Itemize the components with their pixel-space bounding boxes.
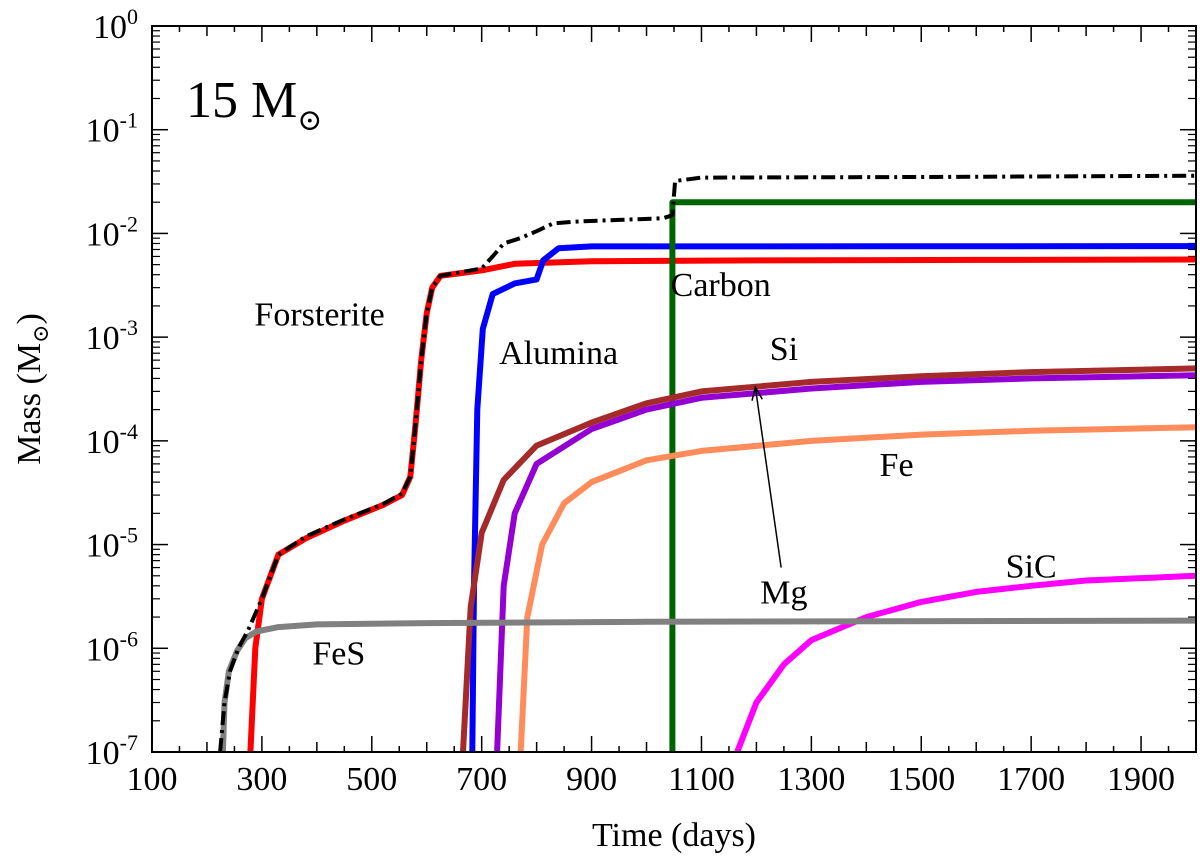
series-line-fes [219, 617, 1196, 752]
axis-ticks [151, 25, 1197, 753]
arrow-head [751, 385, 763, 401]
x-tick-label: 500 [346, 761, 397, 798]
curve-label-fes: FeS [312, 635, 365, 672]
x-tick-label: 1900 [1107, 761, 1175, 798]
arrow-shaft [754, 386, 782, 568]
y-tick-label: 10-7 [86, 730, 138, 772]
curve-label-carbon: Carbon [671, 267, 771, 304]
series-line-mg [494, 372, 1196, 752]
series-line-fe [517, 424, 1196, 752]
y-tick-label: 10-2 [86, 211, 138, 253]
curve-label-sic: SiC [1006, 549, 1057, 586]
y-tick-labels: 10-7 10-6 10-5 10-4 10-3 10-2 10-1 100 [86, 4, 138, 772]
curve-label-si: Si [770, 331, 798, 368]
plot-frame [151, 25, 1197, 753]
y-axis-title: Mass (M⊙) [11, 313, 53, 465]
x-tick-label: 1300 [777, 761, 845, 798]
series-layer [218, 173, 1196, 752]
series-line-alumina [469, 243, 1196, 752]
x-tick-labels: 100 300 500 700 900 1100 1300 1500 1700 1900 [127, 761, 1176, 798]
y-tick-label: 10-3 [86, 315, 138, 357]
curve-labels: Forsterite Alumina Carbon Si Fe Mg SiC FeS [254, 267, 1056, 672]
arrow-layer [751, 385, 782, 568]
curve-label-fe: Fe [880, 447, 914, 484]
y-tick-label: 100 [93, 4, 138, 46]
x-tick-label: 300 [236, 761, 287, 798]
x-tick-label: 1500 [887, 761, 955, 798]
series-line-forsterite [247, 256, 1196, 752]
series-line-sic [734, 572, 1196, 752]
panel-label: 15 M⊙ [186, 72, 322, 137]
y-tick-label: 10-5 [86, 523, 138, 565]
x-tick-label: 900 [566, 761, 617, 798]
x-tick-label: 100 [127, 761, 178, 798]
y-tick-label: 10-1 [86, 108, 138, 150]
curve-label-alumina: Alumina [499, 335, 618, 372]
x-axis-title: Time (days) [592, 817, 756, 854]
y-tick-label: 10-4 [86, 419, 138, 461]
curve-label-mg: Mg [760, 575, 807, 612]
x-tick-label: 700 [456, 761, 507, 798]
y-tick-label: 10-6 [86, 626, 138, 668]
x-tick-label: 1700 [997, 761, 1065, 798]
series-line-si [460, 365, 1196, 752]
x-tick-label: 1100 [668, 761, 735, 798]
curve-label-forsterite: Forsterite [254, 296, 384, 333]
